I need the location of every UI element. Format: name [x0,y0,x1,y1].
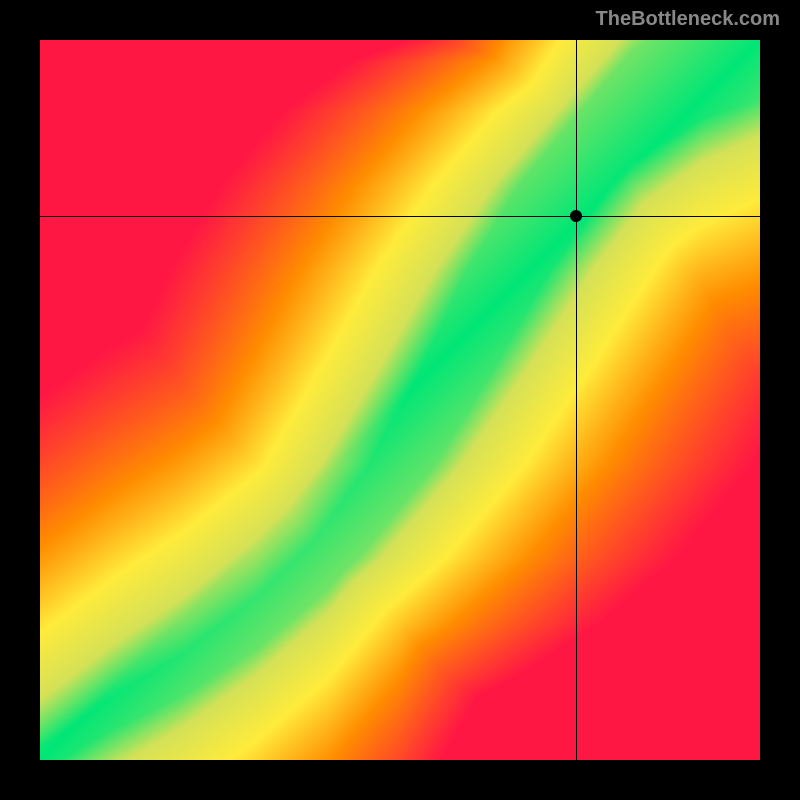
heatmap-plot [40,40,760,760]
crosshair-horizontal [40,216,760,217]
heatmap-canvas [40,40,760,760]
crosshair-marker [570,210,582,222]
crosshair-vertical [576,40,577,760]
watermark-text: TheBottleneck.com [596,8,780,31]
